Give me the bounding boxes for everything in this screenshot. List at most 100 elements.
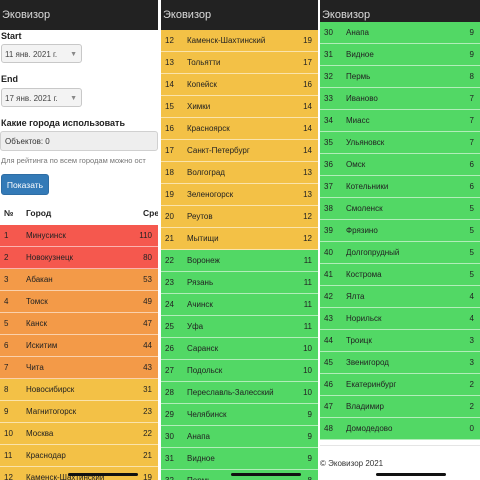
average-value: 3	[469, 358, 474, 367]
average-value: 53	[143, 275, 152, 284]
average-value: 11	[303, 300, 312, 309]
table-row: 32 Пермь 8	[320, 66, 480, 88]
rank-number: 1	[4, 231, 9, 240]
footer-copyright: © Эковизор 2021	[320, 459, 384, 468]
start-date-select[interactable]: 11 янв. 2021 г. ▼	[1, 44, 82, 63]
end-date-select[interactable]: 17 янв. 2021 г. ▼	[1, 88, 82, 107]
cities-label: Какие города использовать	[1, 118, 125, 128]
city-name: Мытищи	[187, 234, 219, 243]
table-row: 30 Анапа 9	[161, 426, 318, 448]
table-row: 24 Ачинск 11	[161, 294, 318, 316]
table-row: 21 Мытищи 12	[161, 228, 318, 250]
table-row: 29 Челябинск 9	[161, 404, 318, 426]
table-row: 48 Домодедово 0	[320, 418, 480, 440]
rank-number: 12	[165, 36, 174, 45]
rank-number: 7	[4, 363, 9, 372]
average-value: 5	[469, 248, 474, 257]
average-value: 8	[469, 72, 474, 81]
rank-number: 24	[165, 300, 174, 309]
city-name: Минусинск	[26, 231, 66, 240]
average-value: 11	[303, 322, 312, 331]
rank-number: 39	[324, 226, 333, 235]
city-name: Чита	[26, 363, 44, 372]
table-row: 22 Воронеж 11	[161, 250, 318, 272]
rank-number: 22	[165, 256, 174, 265]
table-row: 33 Иваново 7	[320, 88, 480, 110]
home-indicator	[231, 473, 301, 476]
city-name: Видное	[346, 50, 374, 59]
city-name: Москва	[26, 429, 54, 438]
city-name: Уфа	[187, 322, 204, 331]
city-name: Владимир	[346, 402, 385, 411]
col-header-average: Сре.	[143, 208, 158, 218]
table-row: 26 Саранск 10	[161, 338, 318, 360]
table-row: 44 Троицк 3	[320, 330, 480, 352]
average-value: 23	[143, 407, 152, 416]
average-value: 7	[469, 138, 474, 147]
average-value: 21	[143, 451, 152, 460]
city-name: Екатеринбург	[346, 380, 397, 389]
start-date-value: 11 янв. 2021 г.	[5, 50, 58, 59]
rank-number: 9	[4, 407, 9, 416]
average-value: 9	[307, 410, 312, 419]
average-value: 0	[469, 424, 474, 433]
average-value: 5	[469, 270, 474, 279]
average-value: 7	[469, 116, 474, 125]
rank-number: 42	[324, 292, 333, 301]
objects-select[interactable]: Объектов: 0	[0, 131, 158, 151]
city-name: Канск	[26, 319, 48, 328]
city-name: Воронеж	[187, 256, 220, 265]
table-row: 27 Подольск 10	[161, 360, 318, 382]
table-row: 10 Москва 22	[0, 423, 158, 445]
table-row: 40 Долгопрудный 5	[320, 242, 480, 264]
table-row: 4 Томск 49	[0, 291, 158, 313]
average-value: 10	[303, 344, 312, 353]
table-row: 23 Рязань 11	[161, 272, 318, 294]
rank-number: 4	[4, 297, 9, 306]
end-label: End	[1, 74, 18, 84]
rank-number: 26	[165, 344, 174, 353]
average-value: 22	[143, 429, 152, 438]
city-name: Копейск	[187, 80, 217, 89]
table-row: 39 Фрязино 5	[320, 220, 480, 242]
table-row: 28 Переславль-Залесский 10	[161, 382, 318, 404]
rank-number: 44	[324, 336, 333, 345]
average-value: 110	[139, 231, 152, 240]
city-name: Абакан	[26, 275, 53, 284]
average-value: 10	[303, 366, 312, 375]
rank-number: 41	[324, 270, 333, 279]
table-row: 9 Магнитогорск 23	[0, 401, 158, 423]
rank-number: 28	[165, 388, 174, 397]
rank-number: 31	[165, 454, 174, 463]
average-value: 12	[303, 234, 312, 243]
average-value: 11	[303, 278, 312, 287]
table-row: 18 Волгоград 13	[161, 162, 318, 184]
rank-number: 16	[165, 124, 174, 133]
rank-number: 36	[324, 160, 333, 169]
city-name: Челябинск	[187, 410, 227, 419]
rank-number: 21	[165, 234, 174, 243]
average-value: 5	[469, 226, 474, 235]
city-name: Магнитогорск	[26, 407, 77, 416]
average-value: 14	[303, 124, 312, 133]
table-row: 12 Каменск-Шахтинский 19	[161, 30, 318, 52]
table-row: 45 Звенигород 3	[320, 352, 480, 374]
average-value: 43	[143, 363, 152, 372]
average-value: 49	[143, 297, 152, 306]
table-row: 3 Абакан 53	[0, 269, 158, 291]
city-name: Миасс	[346, 116, 370, 125]
table-row: 31 Видное 9	[320, 44, 480, 66]
rating-table-body: 12 Каменск-Шахтинский 19 13 Тольятти 17 14 Копе…	[161, 30, 318, 480]
start-label: Start	[1, 31, 22, 41]
table-row: 7 Чита 43	[0, 357, 158, 379]
table-row: 8 Новосибирск 31	[0, 379, 158, 401]
rank-number: 32	[165, 470, 174, 480]
city-name: Санкт-Петербург	[187, 146, 250, 155]
table-row: 1 Минусинск 110	[0, 225, 158, 247]
city-name: Реутов	[187, 212, 213, 221]
city-name: Кострома	[346, 270, 382, 279]
show-button[interactable]: Показать	[1, 174, 49, 195]
rank-number: 27	[165, 366, 174, 375]
city-name: Томск	[26, 297, 48, 306]
average-value: 2	[469, 402, 474, 411]
